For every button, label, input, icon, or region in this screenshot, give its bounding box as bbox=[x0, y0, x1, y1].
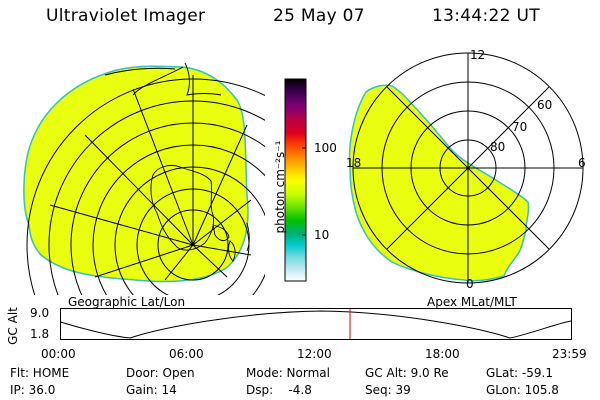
geo-longitude-status: GLon: 105.8 bbox=[486, 383, 559, 397]
mlt-label-0: 0 bbox=[466, 277, 474, 291]
mode-status: Mode: Normal bbox=[246, 366, 330, 380]
ip-status: IP: 36.0 bbox=[10, 383, 56, 397]
instrument-title: Ultraviolet Imager bbox=[46, 6, 206, 26]
colorbar-unit-label: photon cm⁻²s⁻¹ bbox=[273, 140, 287, 234]
time-tick-2359: 23:59 bbox=[552, 347, 587, 361]
apex-map-caption: Apex MLat/MLT bbox=[427, 295, 517, 309]
apex-polar-map bbox=[348, 52, 584, 284]
mlt-label-6: 6 bbox=[578, 156, 586, 170]
geographic-map bbox=[23, 62, 265, 295]
altitude-tick-max: 9.0 bbox=[30, 306, 50, 320]
flight-status: Flt: HOME bbox=[10, 366, 70, 380]
colorbar-tick-10: 10 bbox=[314, 228, 330, 242]
dsp-status: Dsp: -4.8 bbox=[246, 383, 312, 397]
mlat-label-80: 80 bbox=[490, 140, 506, 154]
image-blob bbox=[348, 84, 530, 282]
date-label: 25 May 07 bbox=[273, 6, 365, 26]
mlt-label-12: 12 bbox=[470, 48, 486, 62]
image-blob bbox=[23, 65, 249, 283]
altitude-plot bbox=[60, 308, 572, 340]
sequence-status: Seq: 39 bbox=[365, 383, 411, 397]
color-scale-bar bbox=[284, 78, 307, 282]
geographic-map-caption: Geographic Lat/Lon bbox=[68, 295, 186, 309]
mlat-label-60: 60 bbox=[537, 98, 553, 112]
altitude-axis-label: GC Alt bbox=[6, 307, 20, 345]
colorbar-tick-100: 100 bbox=[314, 141, 337, 155]
time-label: 13:44:22 UT bbox=[432, 6, 540, 26]
altitude-tick-min: 1.8 bbox=[30, 327, 50, 341]
gain-status: Gain: 14 bbox=[126, 383, 177, 397]
door-status: Door: Open bbox=[126, 366, 195, 380]
gc-altitude-status: GC Alt: 9.0 Re bbox=[365, 366, 449, 380]
geo-latitude-status: GLat: -59.1 bbox=[486, 366, 553, 380]
mlat-label-70: 70 bbox=[512, 120, 528, 134]
time-tick-0600: 06:00 bbox=[169, 347, 204, 361]
mlt-label-18: 18 bbox=[346, 156, 362, 170]
time-tick-1200: 12:00 bbox=[297, 347, 332, 361]
time-tick-0000: 00:00 bbox=[41, 347, 76, 361]
time-tick-1800: 18:00 bbox=[425, 347, 460, 361]
